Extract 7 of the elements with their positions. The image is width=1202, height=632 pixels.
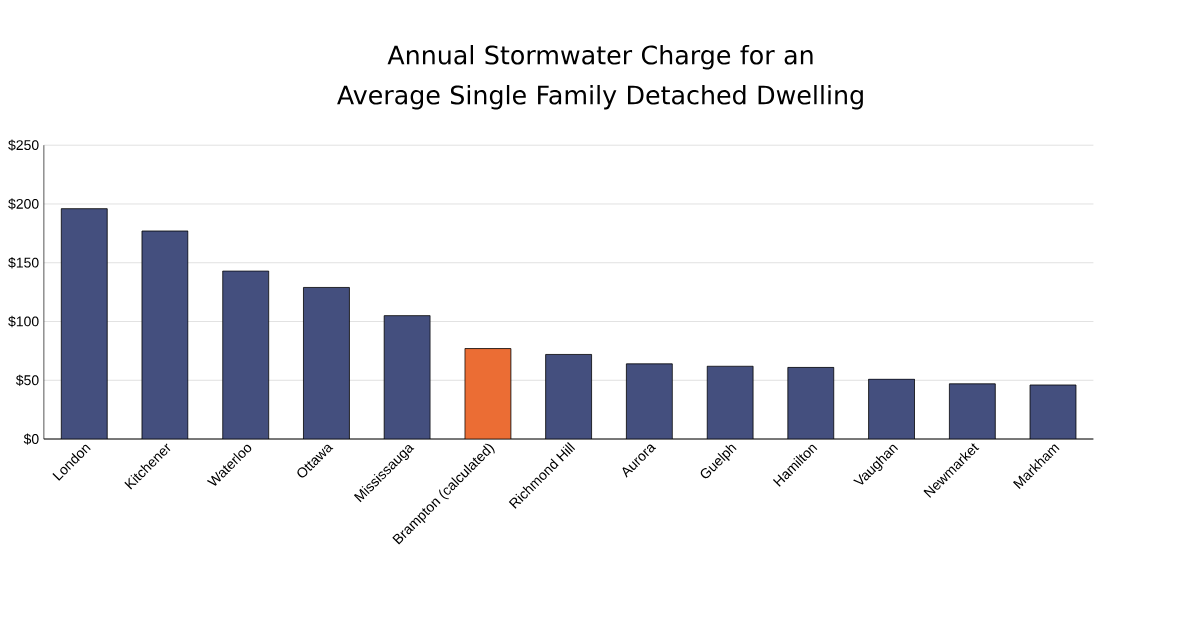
y-tick-label: $100 — [8, 315, 39, 328]
chart-title: Annual Stormwater Charge for an Average Single Family Detached Dwelling — [337, 44, 863, 110]
y-tick-label: $50 — [15, 374, 39, 386]
y-tick-label: $150 — [8, 256, 39, 269]
y-tick-label: $0 — [23, 433, 39, 445]
y-tick-label: $200 — [8, 198, 39, 210]
y-tick-label: $250 — [8, 139, 39, 151]
